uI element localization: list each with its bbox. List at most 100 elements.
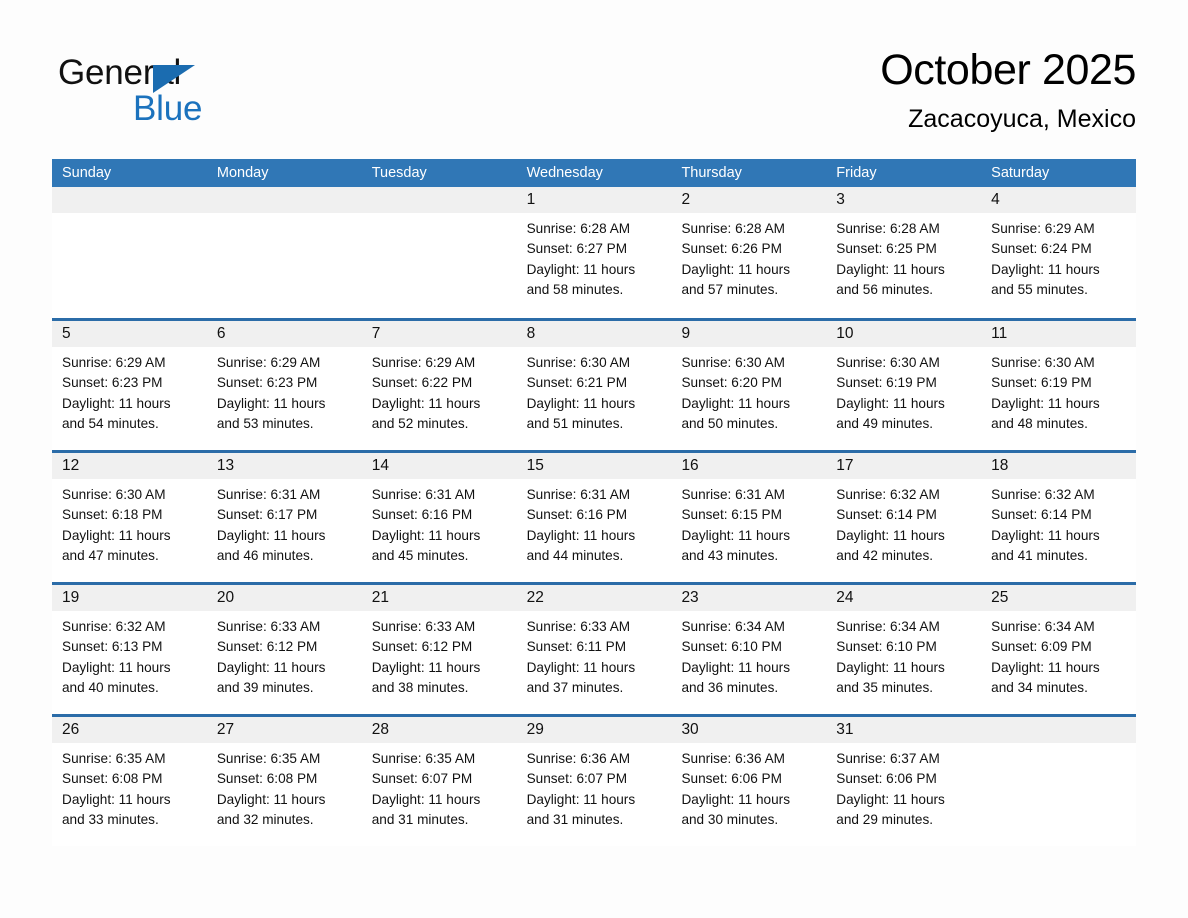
day-number-band: 1: [516, 187, 672, 213]
calendar-week-row: 12 Sunrise: 6:30 AM Sunset: 6:18 PM Dayligh…: [52, 450, 1137, 582]
sunset-text: Sunset: 6:06 PM: [681, 771, 782, 787]
calendar-day-cell[interactable]: 3 Sunrise: 6:28 AM Sunset: 6:25 PM Daylight…: [826, 187, 982, 318]
calendar-day-cell[interactable]: 6 Sunrise: 6:29 AM Sunset: 6:23 PM Daylight…: [206, 321, 362, 450]
title-block: October 2025 Zacacoyuca, Mexico: [880, 44, 1136, 134]
daylight-text-line2: and 29 minutes.: [836, 811, 934, 827]
sunrise-text: Sunrise: 6:36 AM: [526, 751, 631, 766]
day-number-band: 3: [826, 187, 982, 213]
day-number-band: 21: [361, 585, 517, 611]
daylight-text-line1: Daylight: 11 hours: [836, 791, 945, 807]
weekday-header-saturday: Saturday: [991, 165, 1050, 181]
calendar-day-cell[interactable]: 26 Sunrise: 6:35 AM Sunset: 6:08 PM Dayligh…: [52, 717, 207, 846]
calendar-day-cell[interactable]: 1 Sunrise: 6:28 AM Sunset: 6:27 PM Daylight…: [516, 187, 672, 318]
day-number-band: 26: [52, 717, 207, 743]
sunset-text: Sunset: 6:27 PM: [526, 241, 628, 257]
day-number: 11: [991, 325, 1008, 342]
day-number: 26: [62, 721, 80, 738]
day-details: Sunrise: 6:32 AM Sunset: 6:14 PM Daylight:…: [981, 479, 1136, 566]
sunrise-text: Sunrise: 6:31 AM: [371, 487, 476, 502]
logo-triangle-icon: [153, 65, 195, 93]
calendar-day-cell[interactable]: 20 Sunrise: 6:33 AM Sunset: 6:12 PM Dayligh…: [206, 585, 362, 714]
calendar-week-row: 1 Sunrise: 6:28 AM Sunset: 6:27 PM Daylight…: [52, 187, 1137, 318]
daylight-text-line1: Daylight: 11 hours: [681, 527, 790, 543]
weekday-header-sunday: Sunday: [62, 165, 112, 181]
calendar-day-cell[interactable]: 7 Sunrise: 6:29 AM Sunset: 6:22 PM Daylight…: [361, 321, 517, 450]
calendar-day-cell[interactable]: 27 Sunrise: 6:35 AM Sunset: 6:08 PM Dayligh…: [206, 717, 362, 846]
daylight-text-line1: Daylight: 11 hours: [681, 261, 790, 277]
calendar-day-cell[interactable]: 30 Sunrise: 6:36 AM Sunset: 6:06 PM Dayligh…: [671, 717, 827, 846]
day-details: Sunrise: 6:28 AM Sunset: 6:26 PM Daylight:…: [671, 213, 826, 300]
calendar-day-cell[interactable]: 18 Sunrise: 6:32 AM Sunset: 6:14 PM Dayligh…: [981, 453, 1137, 582]
calendar-day-cell[interactable]: 22 Sunrise: 6:33 AM Sunset: 6:11 PM Dayligh…: [516, 585, 672, 714]
calendar-day-cell[interactable]: 19 Sunrise: 6:32 AM Sunset: 6:13 PM Dayligh…: [52, 585, 207, 714]
daylight-text-line1: Daylight: 11 hours: [371, 659, 481, 675]
calendar-day-cell[interactable]: 2 Sunrise: 6:28 AM Sunset: 6:26 PM Daylight…: [671, 187, 827, 318]
day-number-band: 22: [516, 585, 672, 611]
daylight-text-line1: Daylight: 11 hours: [216, 527, 326, 543]
day-details: Sunrise: 6:36 AM Sunset: 6:07 PM Daylight:…: [517, 743, 672, 830]
daylight-text-line1: Daylight: 11 hours: [371, 395, 481, 411]
calendar-day-cell[interactable]: 8 Sunrise: 6:30 AM Sunset: 6:21 PM Daylight…: [516, 321, 672, 450]
day-number-band: 12: [52, 453, 207, 479]
day-number: 9: [681, 325, 691, 342]
sunrise-text: Sunrise: 6:30 AM: [991, 355, 1095, 370]
calendar-day-cell-empty: [361, 187, 517, 318]
calendar-day-cell[interactable]: 4 Sunrise: 6:29 AM Sunset: 6:24 PM Daylight…: [981, 187, 1137, 318]
sunrise-text: Sunrise: 6:30 AM: [836, 355, 940, 370]
calendar-day-cell[interactable]: 12 Sunrise: 6:30 AM Sunset: 6:18 PM Dayligh…: [52, 453, 207, 582]
day-number: 8: [526, 325, 536, 342]
sunrise-text: Sunrise: 6:35 AM: [62, 751, 166, 766]
daylight-text-line2: and 39 minutes.: [216, 679, 314, 695]
sunrise-text: Sunrise: 6:34 AM: [681, 619, 785, 634]
sunset-text: Sunset: 6:21 PM: [526, 375, 628, 391]
calendar-day-cell[interactable]: 28 Sunrise: 6:35 AM Sunset: 6:07 PM Dayligh…: [361, 717, 517, 846]
calendar-day-cell[interactable]: 5 Sunrise: 6:29 AM Sunset: 6:23 PM Daylight…: [52, 321, 207, 450]
calendar-day-cell[interactable]: 9 Sunrise: 6:30 AM Sunset: 6:20 PM Daylight…: [671, 321, 827, 450]
day-number-band: 25: [981, 585, 1137, 611]
day-number-band: [52, 187, 207, 213]
calendar-day-cell[interactable]: 24 Sunrise: 6:34 AM Sunset: 6:10 PM Dayligh…: [826, 585, 982, 714]
calendar-day-cell[interactable]: 13 Sunrise: 6:31 AM Sunset: 6:17 PM Dayligh…: [206, 453, 362, 582]
calendar-day-cell[interactable]: 17 Sunrise: 6:32 AM Sunset: 6:14 PM Dayligh…: [826, 453, 982, 582]
day-number: 5: [62, 325, 71, 342]
calendar-day-cell[interactable]: 25 Sunrise: 6:34 AM Sunset: 6:09 PM Dayligh…: [981, 585, 1137, 714]
sunset-text: Sunset: 6:10 PM: [836, 639, 937, 655]
calendar-day-cell[interactable]: 16 Sunrise: 6:31 AM Sunset: 6:15 PM Dayligh…: [671, 453, 827, 582]
day-details: Sunrise: 6:30 AM Sunset: 6:21 PM Daylight:…: [517, 347, 672, 434]
sunrise-text: Sunrise: 6:31 AM: [681, 487, 785, 502]
day-number: 20: [216, 589, 235, 606]
weekday-header-monday: Monday: [216, 165, 269, 181]
sunset-text: Sunset: 6:16 PM: [371, 507, 473, 523]
day-number-band: 23: [671, 585, 827, 611]
day-number-band: 9: [671, 321, 827, 347]
day-number-band: 14: [361, 453, 517, 479]
sunset-text: Sunset: 6:23 PM: [62, 375, 163, 391]
sunset-text: Sunset: 6:15 PM: [681, 507, 782, 523]
sunrise-text: Sunrise: 6:30 AM: [526, 355, 631, 370]
sunset-text: Sunset: 6:10 PM: [681, 639, 782, 655]
sunrise-text: Sunrise: 6:33 AM: [371, 619, 476, 634]
daylight-text-line2: and 49 minutes.: [836, 415, 934, 431]
calendar-day-cell[interactable]: 10 Sunrise: 6:30 AM Sunset: 6:19 PM Dayligh…: [826, 321, 982, 450]
daylight-text-line2: and 34 minutes.: [991, 679, 1088, 695]
day-number-band: 13: [206, 453, 362, 479]
calendar-day-cell[interactable]: 21 Sunrise: 6:33 AM Sunset: 6:12 PM Dayligh…: [361, 585, 517, 714]
daylight-text-line2: and 38 minutes.: [371, 679, 469, 695]
calendar-day-cell[interactable]: 14 Sunrise: 6:31 AM Sunset: 6:16 PM Dayligh…: [361, 453, 517, 582]
day-number-band: 29: [516, 717, 672, 743]
general-blue-logo[interactable]: General Blue: [58, 54, 318, 140]
page-title: October 2025: [880, 46, 1136, 94]
sunrise-text: Sunrise: 6:32 AM: [836, 487, 940, 502]
daylight-text-line1: Daylight: 11 hours: [62, 791, 171, 807]
calendar-day-cell[interactable]: 23 Sunrise: 6:34 AM Sunset: 6:10 PM Dayligh…: [671, 585, 827, 714]
day-number-band: 20: [206, 585, 362, 611]
calendar-day-cell[interactable]: 11 Sunrise: 6:30 AM Sunset: 6:19 PM Dayligh…: [981, 321, 1137, 450]
day-details: Sunrise: 6:35 AM Sunset: 6:08 PM Daylight:…: [207, 743, 362, 830]
page-header: General Blue October 2025 Zacacoyuca, Me…: [52, 44, 1136, 148]
daylight-text-line1: Daylight: 11 hours: [991, 659, 1100, 675]
calendar-day-cell[interactable]: 29 Sunrise: 6:36 AM Sunset: 6:07 PM Dayligh…: [516, 717, 672, 846]
calendar-day-cell[interactable]: 15 Sunrise: 6:31 AM Sunset: 6:16 PM Dayligh…: [516, 453, 672, 582]
day-number: 30: [681, 721, 699, 738]
calendar-day-cell[interactable]: 31 Sunrise: 6:37 AM Sunset: 6:06 PM Dayligh…: [826, 717, 982, 846]
